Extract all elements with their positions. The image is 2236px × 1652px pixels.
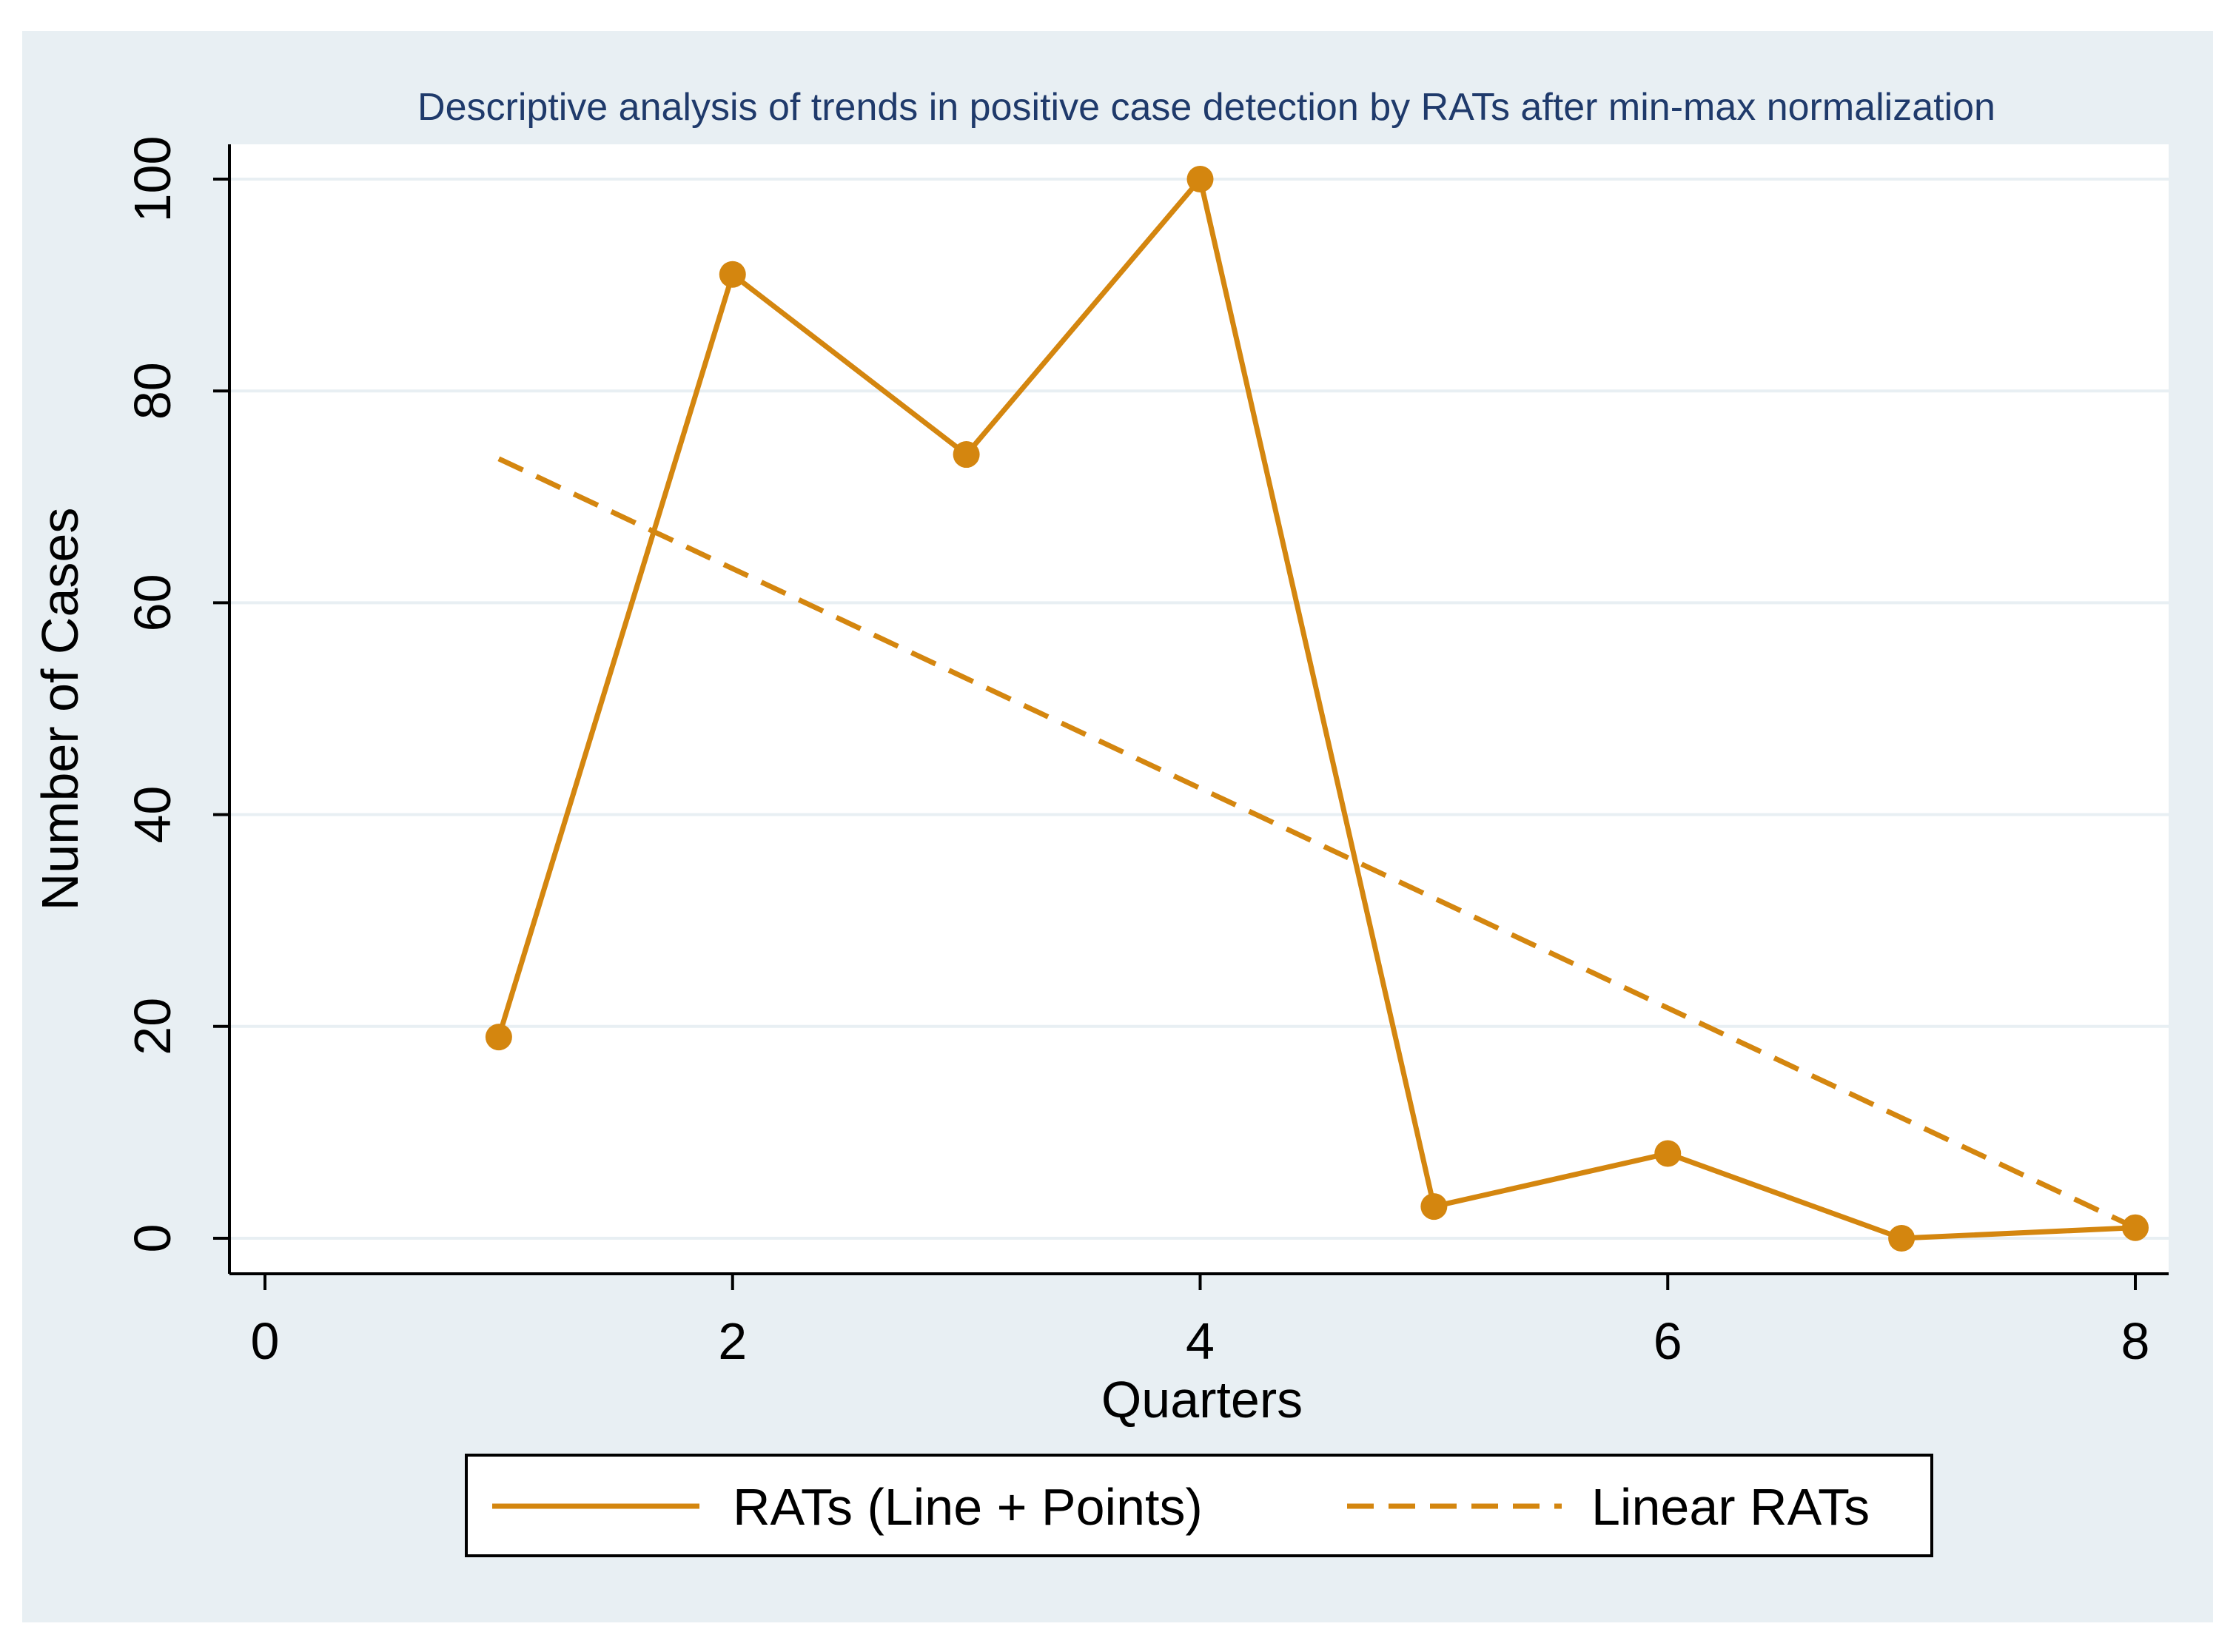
data-point: [953, 441, 980, 469]
legend-label-linear: Linear RATs: [1591, 1478, 1870, 1536]
data-point: [1888, 1225, 1916, 1252]
series-line-linear: [497, 456, 2137, 1230]
legend-label-rats: RATs (Line + Points): [733, 1478, 1203, 1536]
x-tick-label: 2: [718, 1312, 747, 1370]
legend: RATs (Line + Points) Linear RATs: [465, 1454, 1933, 1557]
y-axis-label: Number of Cases: [31, 508, 89, 911]
x-tick-label: 8: [2121, 1312, 2150, 1370]
plot-area: [229, 144, 2169, 1274]
y-tick-label: 40: [124, 786, 181, 844]
y-tick-label: 80: [124, 362, 181, 420]
data-point: [1186, 166, 1214, 192]
ticks: 0 20 40 60 80 100 0 2 4 6 8: [124, 136, 2149, 1370]
data-point: [485, 1024, 512, 1051]
y-tick-label: 0: [124, 1224, 181, 1253]
data-point: [1654, 1140, 1682, 1167]
y-tick-label: 100: [124, 136, 181, 223]
x-tick-label: 0: [251, 1312, 280, 1370]
y-tick-label: 60: [124, 574, 181, 631]
data-point: [1420, 1193, 1448, 1220]
legend-box: [465, 1454, 1933, 1557]
x-tick-label: 4: [1186, 1312, 1215, 1370]
y-tick-label: 20: [124, 998, 181, 1055]
chart-title: Descriptive analysis of trends in positi…: [417, 86, 1995, 129]
x-axis-label: Quarters: [1101, 1371, 1303, 1428]
data-point: [719, 261, 746, 288]
x-tick-label: 6: [1654, 1312, 1682, 1370]
series-line-rats: [496, 176, 2136, 1241]
series: [485, 166, 2149, 1252]
